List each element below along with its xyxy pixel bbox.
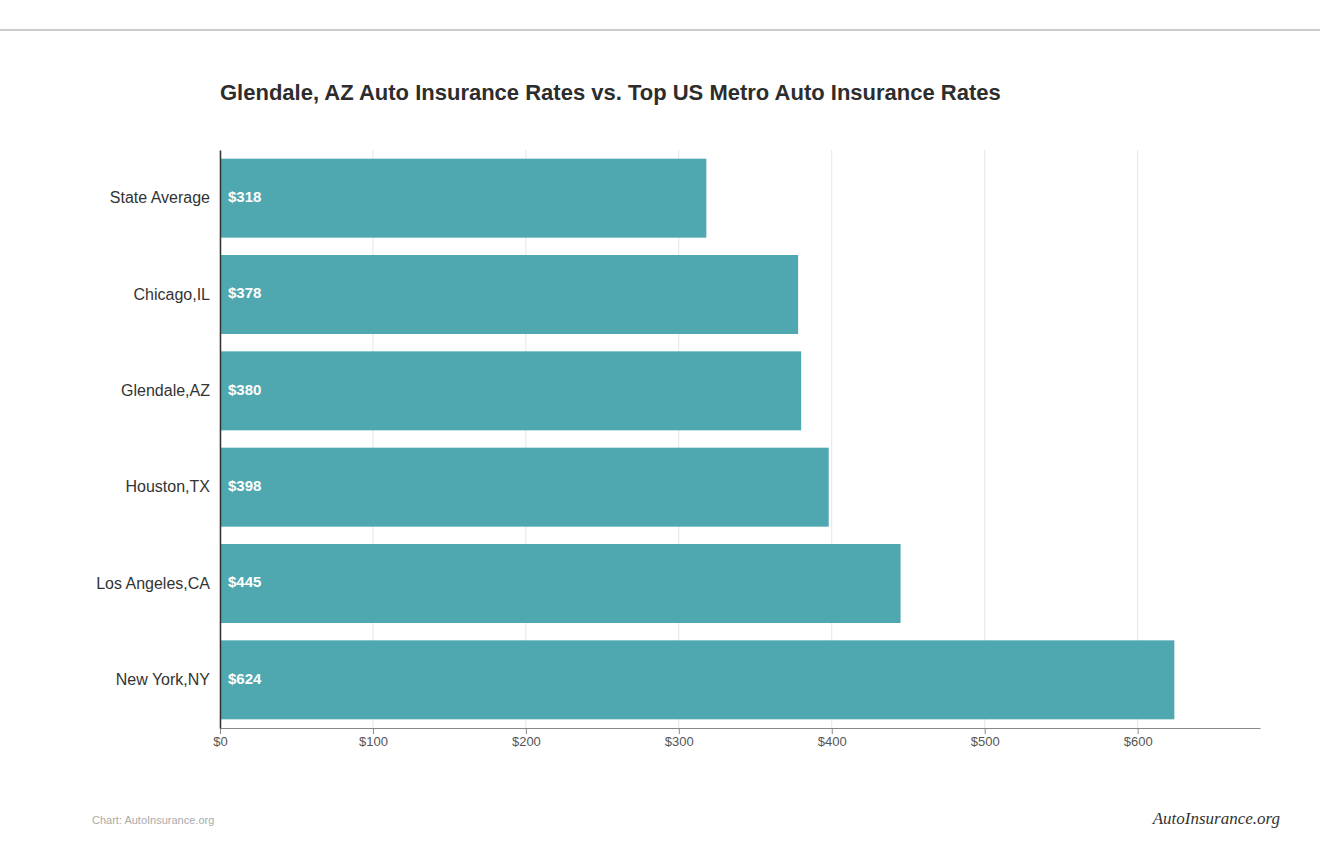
y-tick: New York,NY <box>116 671 211 688</box>
category-label: Houston,TX <box>126 478 211 495</box>
y-tick: State Average <box>110 189 210 206</box>
data-label: $445 <box>228 573 261 590</box>
bar <box>220 448 829 527</box>
y-tick: Chicago,IL <box>134 286 211 303</box>
brand: AutoInsurance.org <box>1152 809 1280 828</box>
data-label: $378 <box>228 284 261 301</box>
x-tick-mark <box>373 728 374 734</box>
y-axis: State Average Chicago,IL Glendale,AZ Housto… <box>96 151 220 729</box>
x-tick: $100 <box>359 728 388 749</box>
x-tick-label: $400 <box>818 734 847 749</box>
x-tick-mark <box>679 728 680 734</box>
bar <box>220 255 798 334</box>
footer: Chart: AutoInsurance.org <box>92 814 214 826</box>
data-label: $380 <box>228 381 261 398</box>
x-tick-label: $200 <box>512 734 541 749</box>
x-tick-mark <box>985 728 986 734</box>
bar <box>220 351 801 430</box>
x-tick: $200 <box>512 728 541 749</box>
x-tick-label: $0 <box>213 734 227 749</box>
bar <box>220 640 1174 719</box>
category-label: New York,NY <box>116 671 211 688</box>
x-tick-label: $100 <box>359 734 388 749</box>
y-axis-line <box>220 151 222 729</box>
x-tick-mark <box>1138 728 1139 734</box>
chart-svg: $318 $378 $380 $398 $445 $624 $0 $100 $200 $300 $4… <box>0 0 1320 858</box>
chart-container: $318 $378 $380 $398 $445 $624 $0 $100 $200 $300 $4… <box>0 0 1320 858</box>
y-tick: Los Angeles,CA <box>96 575 210 592</box>
title: Glendale, AZ Auto Insurance Rates vs. To… <box>220 80 1001 105</box>
separator <box>0 29 1320 31</box>
x-tick-label: $500 <box>971 734 1000 749</box>
y-tick: Houston,TX <box>126 478 211 495</box>
y-tick: Glendale,AZ <box>121 382 210 399</box>
plot: $318 $378 $380 $398 $445 $624 $0 $100 $200 $300 $4… <box>96 150 1260 749</box>
x-tick: $400 <box>818 728 847 749</box>
x-tick: $600 <box>1124 728 1153 749</box>
bar <box>220 159 706 238</box>
x-tick-mark <box>220 728 221 734</box>
x-axis-line <box>221 728 1261 729</box>
bars <box>220 159 1174 720</box>
x-tick-label: $300 <box>665 734 694 749</box>
category-label: Chicago,IL <box>134 286 211 303</box>
x-tick-mark <box>526 728 527 734</box>
x-axis: $0 $100 $200 $300 $400 $500 $600 <box>213 728 1260 749</box>
bar <box>220 544 901 623</box>
category-label: Los Angeles,CA <box>96 575 210 592</box>
x-tick: $300 <box>665 728 694 749</box>
grid-line <box>220 150 221 728</box>
data-labels: $318 $378 $380 $398 $445 $624 <box>228 188 262 687</box>
category-label: State Average <box>110 189 210 206</box>
x-tick-label: $600 <box>1124 734 1153 749</box>
x-tick: $0 <box>213 728 227 749</box>
data-label: $624 <box>228 670 262 687</box>
x-tick-mark <box>832 728 833 734</box>
data-label: $398 <box>228 477 261 494</box>
category-label: Glendale,AZ <box>121 382 210 399</box>
x-tick: $500 <box>971 728 1000 749</box>
data-label: $318 <box>228 188 261 205</box>
